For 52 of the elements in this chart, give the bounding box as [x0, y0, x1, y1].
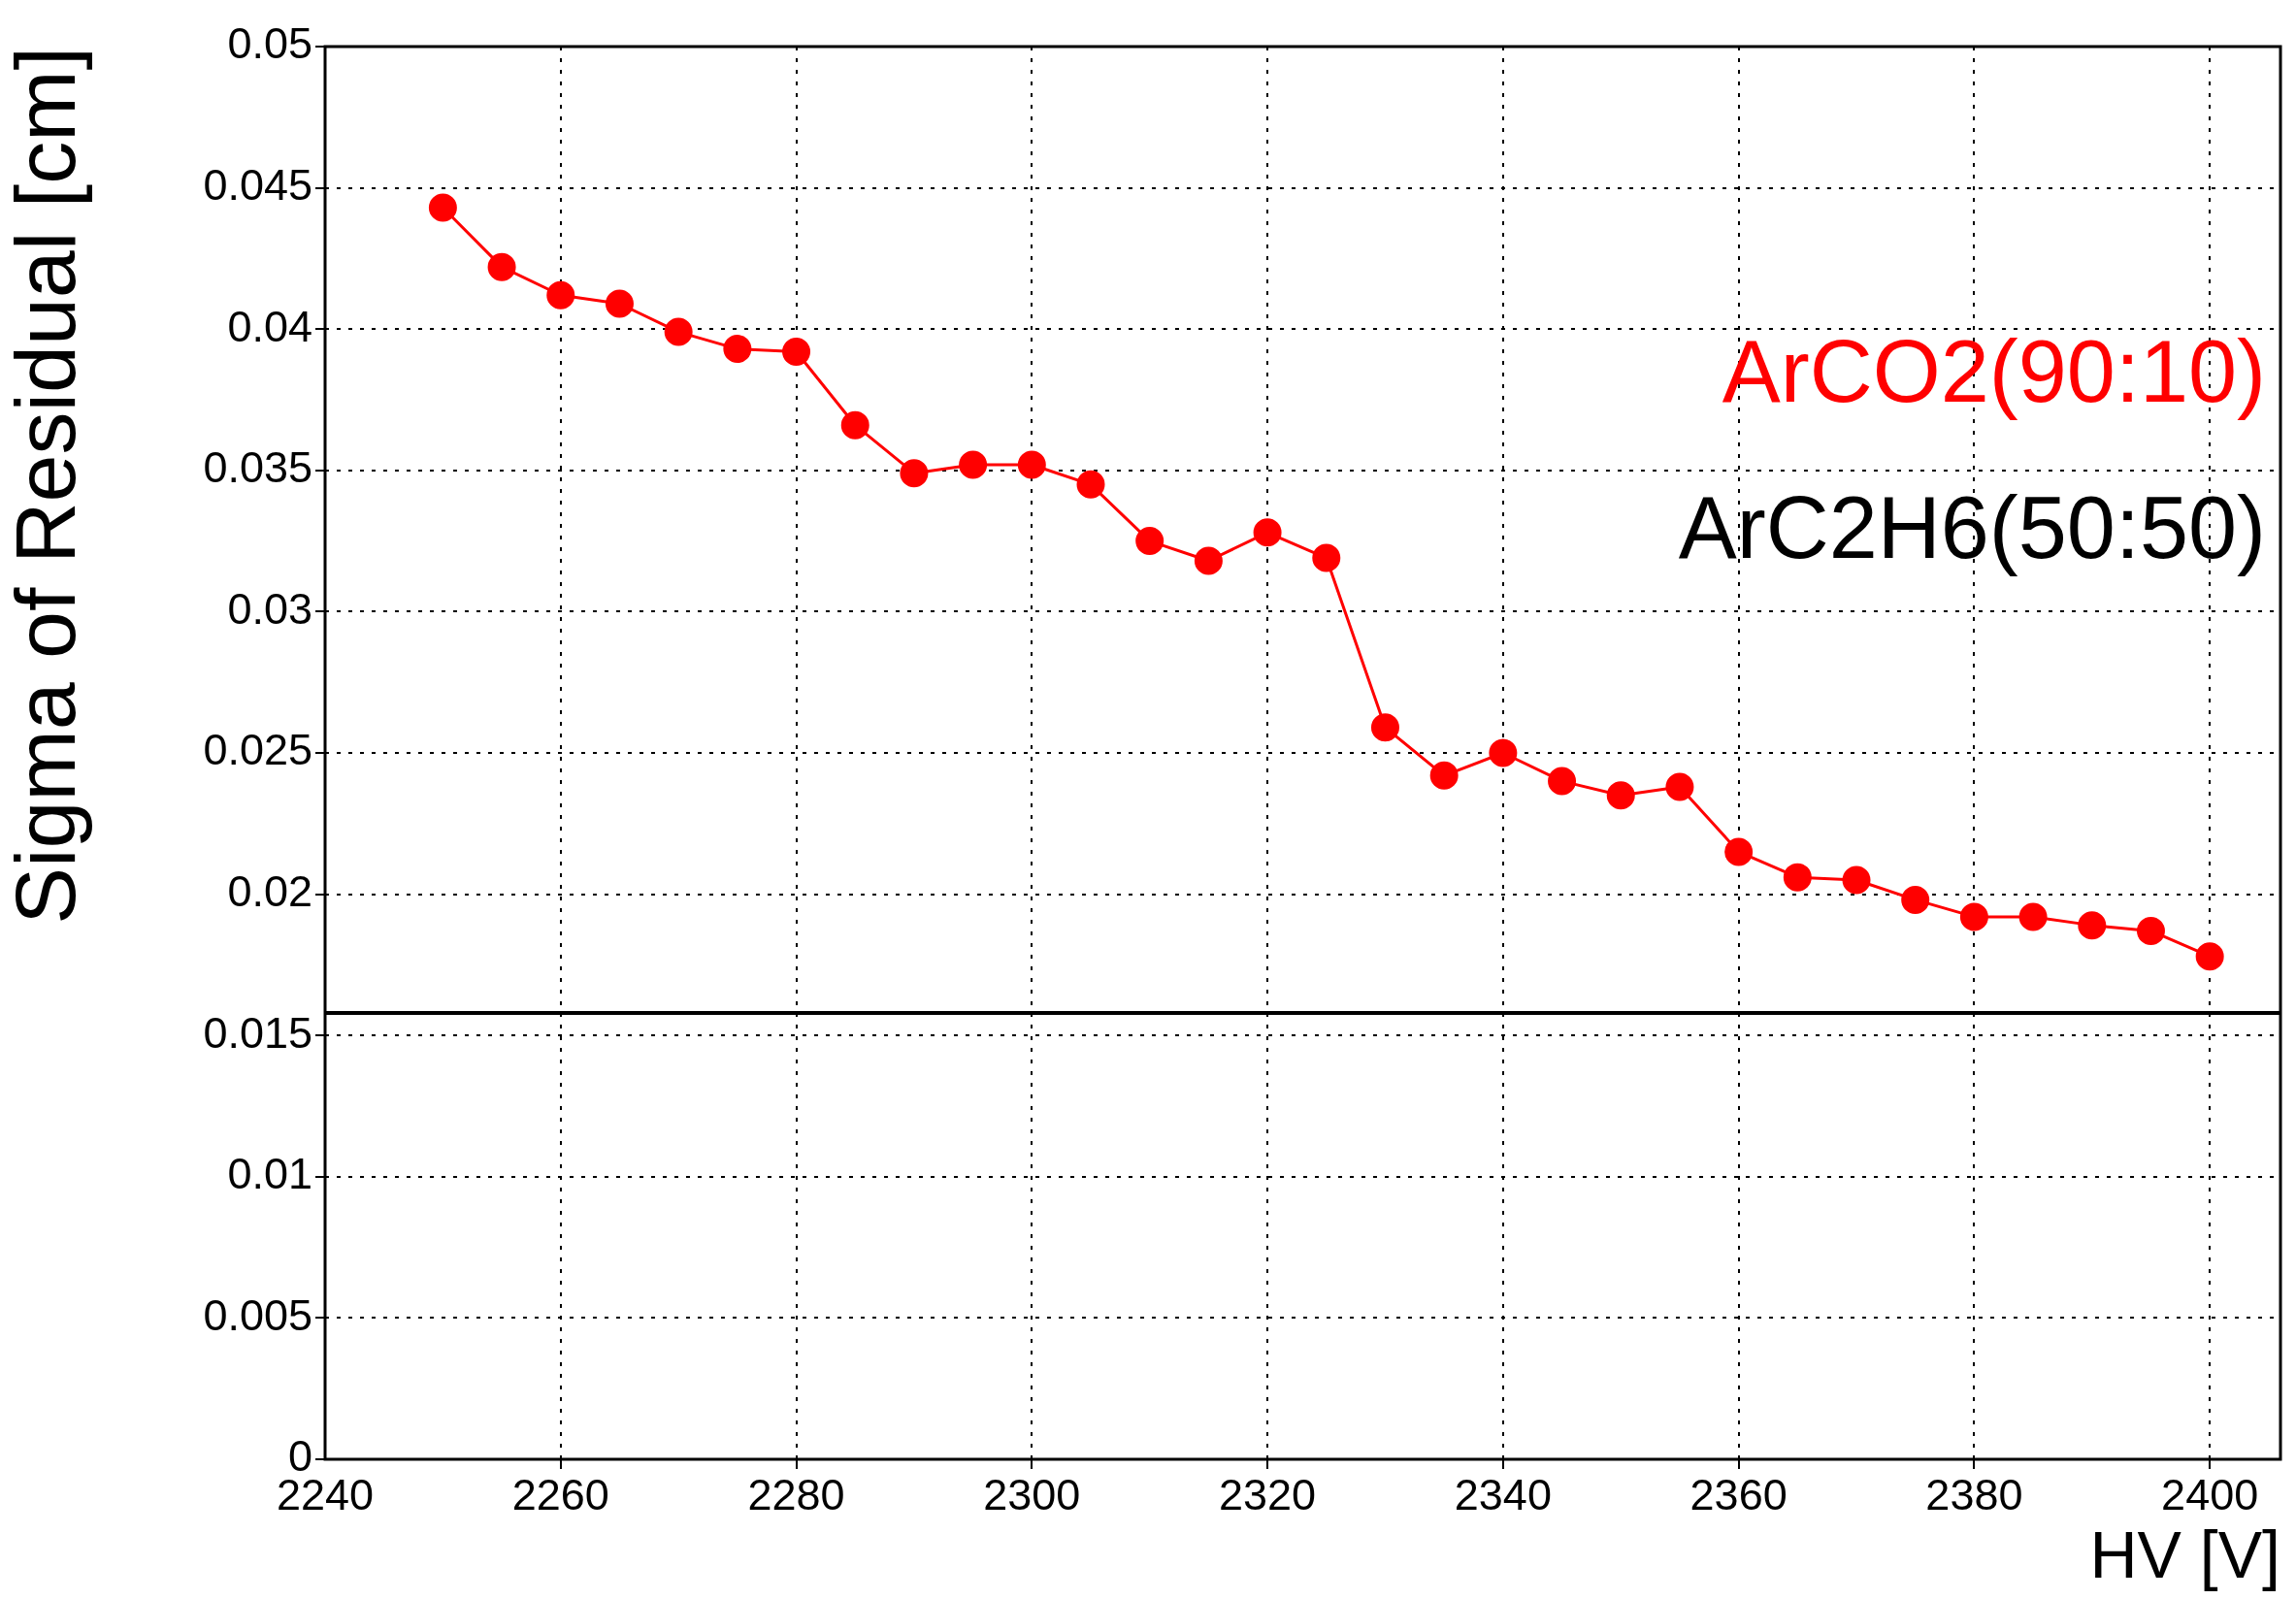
y-tick-label: 0.01	[227, 1149, 312, 1199]
x-tick-label: 2240	[276, 1470, 375, 1520]
point	[840, 410, 869, 440]
y-axis-title: Sigma of Residual [cm]	[0, 47, 94, 925]
point	[900, 459, 929, 488]
point	[1429, 761, 1459, 790]
point	[605, 289, 634, 318]
y-tick-label: 0.035	[203, 442, 312, 493]
point	[546, 280, 575, 310]
point	[1489, 738, 1518, 767]
text: ArCO2(90:10)	[1722, 322, 2266, 420]
point	[1076, 470, 1105, 499]
y-tick-label: 0.05	[227, 18, 312, 69]
point	[1901, 885, 1930, 914]
point	[487, 252, 516, 281]
text: ArC2H6(50:50)	[1678, 479, 2266, 577]
x-tick-label: 2280	[747, 1470, 845, 1520]
y-tick-label: 0.04	[227, 301, 312, 351]
y-tick-label: 0.015	[203, 1007, 312, 1058]
point	[1548, 767, 1577, 796]
y-tick-label: 0.02	[227, 866, 312, 917]
point	[428, 193, 457, 222]
y-tick-label: 0.03	[227, 583, 312, 634]
point	[1783, 863, 1812, 892]
point	[1017, 450, 1046, 479]
point	[1194, 546, 1223, 575]
x-tick-label: 2340	[1454, 1470, 1552, 1520]
point	[1724, 837, 1754, 866]
point	[1959, 902, 1988, 931]
point	[1253, 518, 1282, 547]
point	[723, 335, 752, 364]
point	[1665, 772, 1694, 801]
point	[782, 338, 811, 366]
point	[2018, 902, 2048, 931]
x-tick-label: 2380	[1925, 1470, 2023, 1520]
x-tick-label: 2300	[983, 1470, 1081, 1520]
x-tick-label: 2260	[511, 1470, 609, 1520]
point	[664, 317, 693, 346]
y-tick-label: 0.045	[203, 160, 312, 211]
x-tick-label: 2320	[1219, 1470, 1317, 1520]
point	[959, 450, 988, 479]
point	[1606, 781, 1635, 810]
point	[2078, 911, 2107, 940]
point	[1842, 865, 1871, 895]
point	[2195, 942, 2224, 971]
point	[1312, 543, 1341, 572]
y-tick-label: 0.025	[203, 725, 312, 775]
point	[2136, 916, 2165, 945]
point	[1135, 527, 1164, 556]
y-tick-label: 0.005	[203, 1289, 312, 1340]
x-tick-label: 2360	[1689, 1470, 1788, 1520]
point	[1370, 713, 1399, 742]
